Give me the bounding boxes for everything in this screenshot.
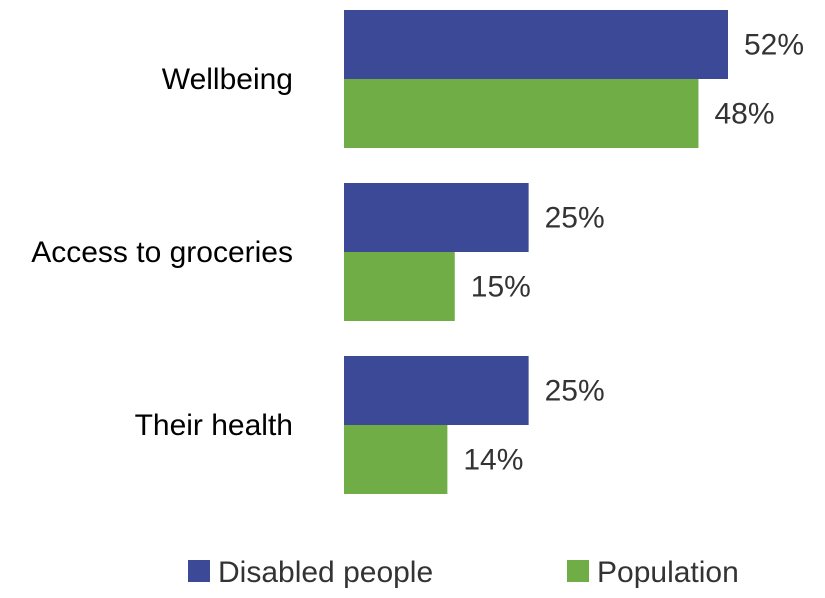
- bar-population: [344, 79, 699, 148]
- bar-disabled-people: [344, 356, 529, 425]
- bar-disabled-people: [344, 10, 728, 79]
- legend-swatch-disabled-people: [188, 560, 210, 582]
- bar-population: [344, 425, 448, 494]
- legend: Disabled people Population: [188, 556, 739, 589]
- labels-layer: Wellbeing 52% 48% Access to groceries 25% 15%…: [31, 29, 804, 477]
- legend-label: Disabled people: [218, 556, 433, 589]
- bar-population: [344, 252, 455, 321]
- data-label: 25%: [545, 202, 605, 235]
- data-label: 52%: [744, 29, 804, 62]
- bars-layer: [344, 10, 728, 494]
- category-label: Their health: [135, 409, 293, 442]
- category-label: Wellbeing: [162, 63, 293, 96]
- category-label: Access to groceries: [31, 236, 293, 269]
- data-label: 14%: [463, 444, 523, 477]
- bar-disabled-people: [344, 183, 529, 252]
- data-label: 15%: [471, 271, 531, 304]
- data-label: 48%: [714, 98, 774, 131]
- data-label: 25%: [545, 375, 605, 408]
- legend-label: Population: [597, 556, 739, 589]
- legend-swatch-population: [567, 560, 589, 582]
